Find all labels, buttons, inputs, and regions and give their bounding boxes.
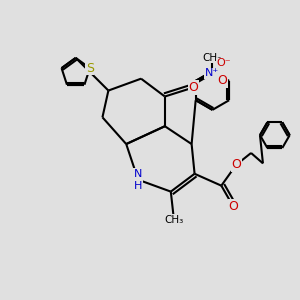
Text: O: O	[228, 200, 238, 213]
Text: O: O	[188, 81, 198, 94]
Text: O⁻: O⁻	[217, 58, 231, 68]
Text: N⁺: N⁺	[205, 68, 219, 79]
Text: O: O	[231, 158, 241, 171]
Text: N
H: N H	[134, 169, 142, 190]
Text: CH₃: CH₃	[164, 215, 183, 225]
Text: O: O	[218, 74, 227, 87]
Text: CH₃: CH₃	[203, 53, 222, 63]
Text: S: S	[86, 61, 94, 75]
